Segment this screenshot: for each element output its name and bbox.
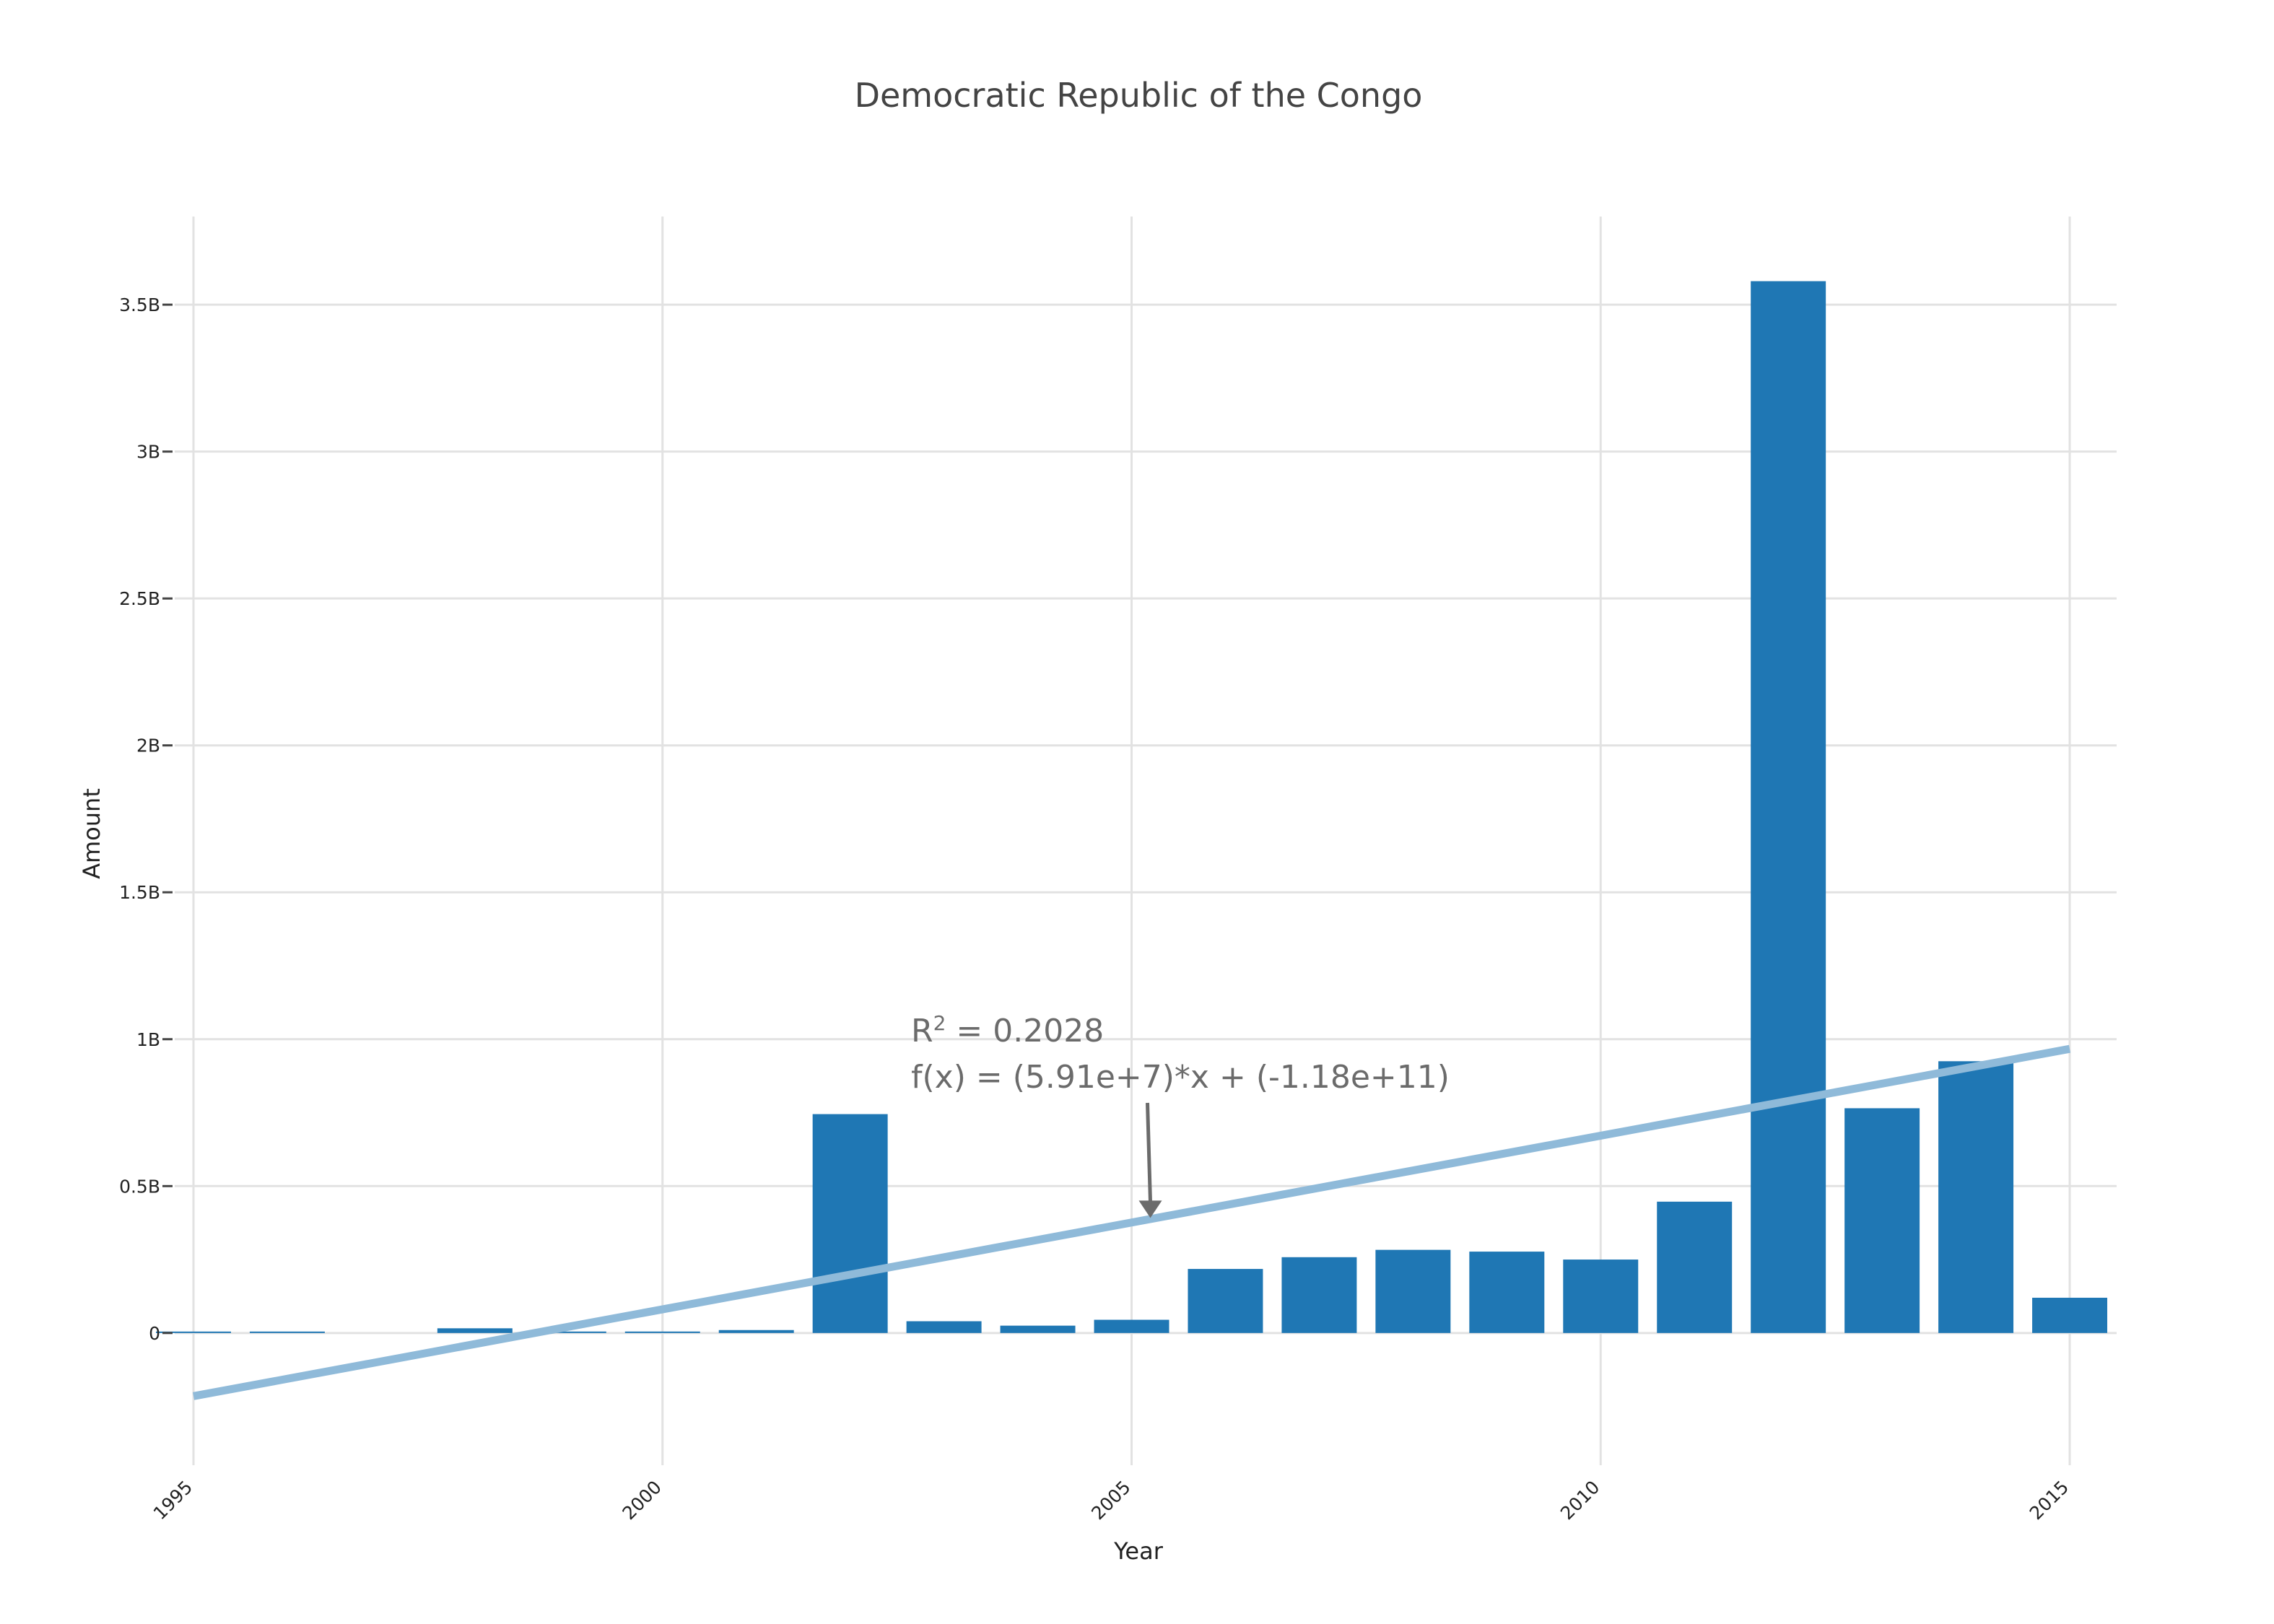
annotation-equation: f(x) = (5.91e+7)*x + (-1.18e+11) — [911, 1059, 1450, 1096]
bar — [156, 1331, 231, 1333]
bars-layer — [156, 281, 2108, 1333]
y-tick-label: 1.5B — [119, 882, 160, 903]
bar — [718, 1330, 794, 1333]
trend-layer — [192, 1044, 2071, 1400]
annotation-arrowhead — [1138, 1200, 1162, 1218]
bar — [1751, 281, 1826, 1333]
y-tick-label: 3.5B — [119, 294, 160, 315]
bar — [624, 1331, 700, 1333]
y-tick-label: 2B — [136, 735, 160, 756]
bar — [1281, 1257, 1357, 1333]
annotation-r2-sup: 2 — [933, 1011, 946, 1035]
y-tick-label: 3B — [136, 442, 160, 463]
trend-line — [192, 1044, 2071, 1400]
bar — [1094, 1319, 1169, 1333]
annotation-layer: R2 = 0.2028 f(x) = (5.91e+7)*x + (-1.18e… — [911, 1011, 1450, 1218]
bar — [531, 1331, 606, 1333]
y-axis-title: Amount — [78, 788, 105, 879]
x-tick-label: 1995 — [149, 1477, 196, 1524]
y-tick-label: 0 — [149, 1323, 160, 1344]
x-tick-label: 2005 — [1087, 1477, 1134, 1524]
bar — [249, 1331, 325, 1333]
annotation-r2-value: = 0.2028 — [946, 1013, 1104, 1049]
bar — [906, 1321, 982, 1333]
bar — [1000, 1325, 1076, 1333]
y-tick-label: 0.5B — [119, 1176, 160, 1197]
x-tick-label: 2000 — [618, 1477, 665, 1524]
bar — [1563, 1260, 1639, 1333]
x-axis-title: Year — [1113, 1537, 1164, 1565]
annotation-arrow — [1145, 1102, 1152, 1202]
bar — [1657, 1201, 1733, 1333]
bar — [1375, 1249, 1451, 1333]
bar — [1469, 1252, 1545, 1333]
bar — [1844, 1108, 1920, 1333]
x-tick-label: 2015 — [2026, 1477, 2073, 1524]
annotation-r2-label: R — [911, 1013, 933, 1049]
bar — [2032, 1297, 2108, 1333]
bar — [1938, 1061, 2014, 1333]
bar — [1188, 1269, 1263, 1333]
bar — [812, 1114, 888, 1333]
annotation-r2: R2 = 0.2028 — [911, 1011, 1104, 1049]
chart-title: Democratic Republic of the Congo — [855, 76, 1423, 115]
bar — [437, 1328, 513, 1333]
x-tick-label: 2010 — [1556, 1477, 1603, 1524]
y-tick-label: 2.5B — [119, 588, 160, 609]
y-tick-label: 1B — [136, 1029, 160, 1050]
